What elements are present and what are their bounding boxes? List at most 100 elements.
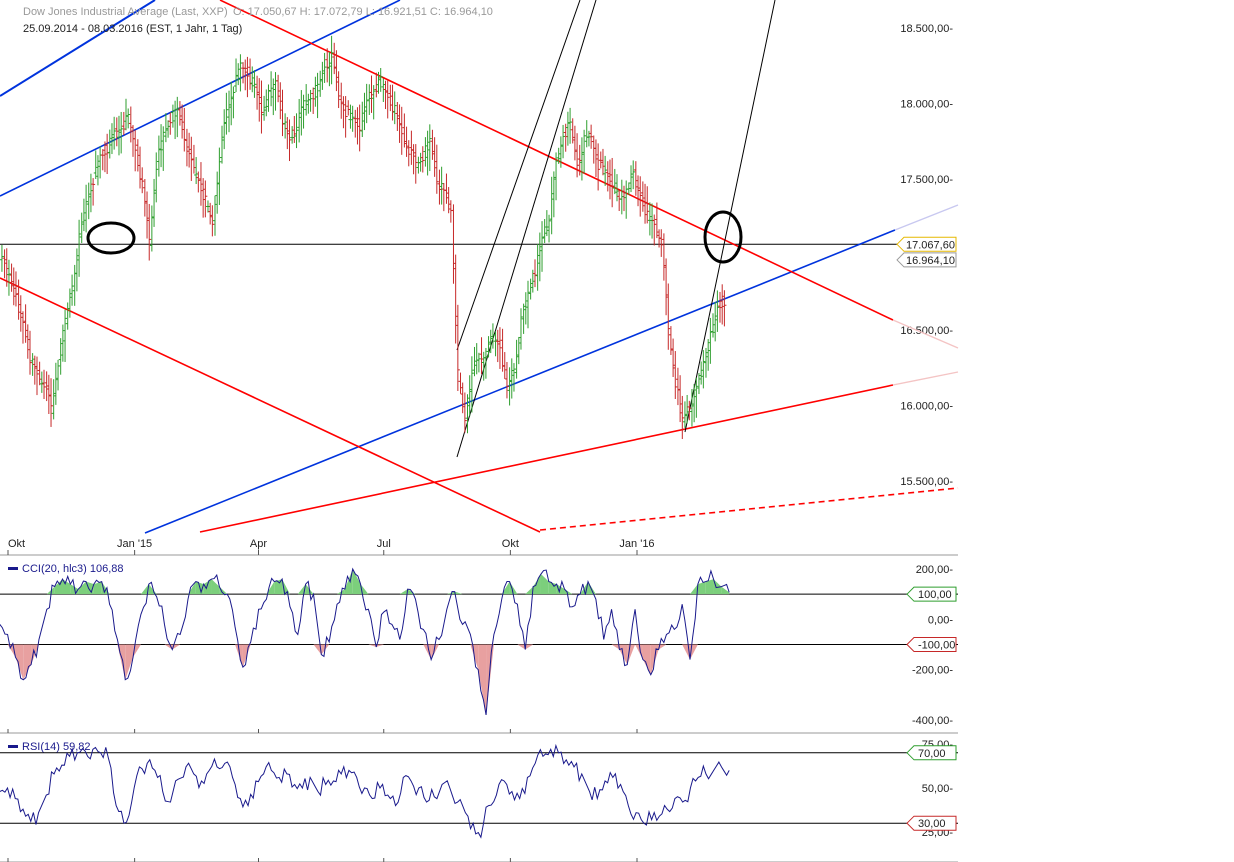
price-tag: 17.067,60 [896, 236, 957, 252]
cci-title: CCI(20, hlc3) 106,88 [22, 563, 124, 575]
indicator-fill-positive [46, 586, 55, 595]
indicator-fill-positive [344, 569, 353, 595]
black-fan-line-3 [684, 0, 776, 433]
annotation-circle [86, 221, 136, 255]
indicator-fill-positive [540, 574, 549, 595]
indicator-fill-negative [423, 644, 432, 660]
indicator-fill-positive [337, 589, 345, 595]
indicator-fill-negative [313, 644, 322, 655]
indicator-fill-positive [454, 591, 463, 595]
level-tag-box [906, 815, 957, 831]
x-tick-label: Jan '15 [117, 538, 152, 550]
rsi-title: RSI(14) 59,82 [22, 741, 90, 753]
indicator-fill-positive [713, 579, 722, 595]
indicator-fill-positive [140, 584, 149, 595]
blue-lower-trendline [144, 229, 896, 534]
indicator-fill-positive [297, 584, 306, 595]
indicator-fill-positive [360, 584, 369, 595]
x-tick-label: Jul [377, 538, 391, 550]
level-tag-box [906, 637, 957, 652]
indicator-fill-positive [533, 574, 541, 595]
indicator-fill-negative [15, 644, 24, 680]
legend-swatch [8, 567, 18, 570]
level-tag: 70,00 [906, 745, 957, 761]
indicator-fill-negative [635, 644, 643, 660]
level-tag-box [906, 586, 957, 602]
indicator-fill-positive [697, 581, 706, 595]
indicator-fill-negative [23, 644, 32, 680]
red-dashed-projection [539, 487, 959, 531]
red-lower-trendline [0, 277, 541, 533]
y-tick-label: 16.500,00- [900, 325, 953, 337]
indicator-fill-positive [352, 569, 361, 595]
indicator-fill-negative [235, 644, 243, 668]
blue-upper-trendline [0, 0, 156, 97]
ohlc-readout: O: 17.050,67 H: 17.072,79 L: 16.921,51 C… [233, 6, 493, 18]
indicator-fill-positive [564, 589, 573, 595]
indicator-fill-negative [470, 644, 479, 670]
indicator-fill-negative [658, 644, 667, 650]
y-tick-label: 18.000,00- [900, 99, 953, 111]
level-tag-label: 30,00 [918, 818, 946, 830]
price-tag-label: 17.067,60 [906, 239, 955, 251]
y-tick-label: -200,00- [912, 665, 953, 677]
indicator-fill-negative [642, 644, 651, 675]
price-tag-label: 16.964,10 [906, 255, 955, 267]
x-tick-label: Apr [250, 538, 267, 550]
legend-swatch [8, 745, 18, 748]
y-tick-label: 0,00- [928, 614, 953, 626]
y-tick-label: 50,00- [922, 783, 954, 795]
red-faded-extension [892, 319, 959, 349]
indicator-fill-positive [705, 579, 714, 595]
level-tag: 30,00 [906, 815, 957, 831]
black-fan-line-1 [456, 0, 597, 458]
chart-title: Dow Jones Industrial Average (Last, XXP) [23, 6, 228, 18]
main-price-panel: 18.500,00- 18.000,00- 17.500,00- 16.500,00-… [0, 0, 959, 556]
indicator-fill-positive [509, 581, 518, 595]
cci-line [0, 567, 730, 716]
y-tick-label: 15.500,00- [900, 476, 953, 488]
indicator-fill-negative [689, 644, 698, 660]
x-tick-label: Jan '16 [619, 538, 654, 550]
y-tick-label: 200,00- [916, 564, 954, 576]
indicator-fill-positive [148, 584, 157, 595]
price-tag-box [896, 236, 957, 252]
rsi-line [0, 743, 730, 839]
indicator-fill-negative [368, 644, 377, 648]
indicator-fill-positive [556, 584, 565, 595]
indicator-fill-positive [78, 581, 87, 595]
indicator-fill-positive [305, 584, 314, 595]
indicator-fill-positive [274, 579, 283, 595]
chart-header: Dow Jones Industrial Average (Last, XXP)… [23, 6, 493, 35]
indicator-fill-negative [478, 644, 487, 715]
indicator-fill-positive [93, 581, 102, 595]
indicator-fill-positive [219, 586, 228, 595]
y-tick-label: -400,00- [912, 715, 953, 727]
indicator-fill-negative [376, 644, 385, 648]
annotation-circle [703, 210, 743, 264]
indicator-fill-positive [203, 579, 212, 595]
red-support-trendline [199, 384, 894, 533]
x-tick-label: Okt [8, 538, 25, 550]
y-tick-label: 17.500,00- [900, 174, 953, 186]
blue-mid-trendline [0, 0, 401, 197]
indicator-fill-positive [399, 589, 408, 595]
indicator-fill-negative [133, 644, 141, 658]
indicator-fill-positive [689, 584, 698, 595]
cci-panel: 200,00- 0,00- -200,00- -400,00- 100,00 -100,0… [0, 563, 958, 734]
level-tag: -100,00 [906, 637, 957, 652]
level-tag-label: -100,00 [918, 640, 955, 652]
indicator-fill-negative [172, 644, 181, 650]
y-tick-label: 18.500,00- [900, 23, 953, 35]
black-fan-line-2 [456, 0, 581, 351]
x-tick-label: Okt [502, 538, 519, 550]
y-tick-label: 16.000,00- [900, 401, 953, 413]
indicator-fill-negative [117, 644, 126, 680]
indicator-fill-positive [525, 586, 534, 595]
indicator-fill-positive [721, 586, 730, 595]
indicator-fill-positive [548, 581, 557, 595]
date-range: 25.09.2014 - 08.03.2016 (EST, 1 Jahr, 1 … [23, 23, 242, 35]
level-tag-label: 100,00 [918, 589, 952, 601]
price-tag: 16.964,10 [896, 252, 957, 268]
